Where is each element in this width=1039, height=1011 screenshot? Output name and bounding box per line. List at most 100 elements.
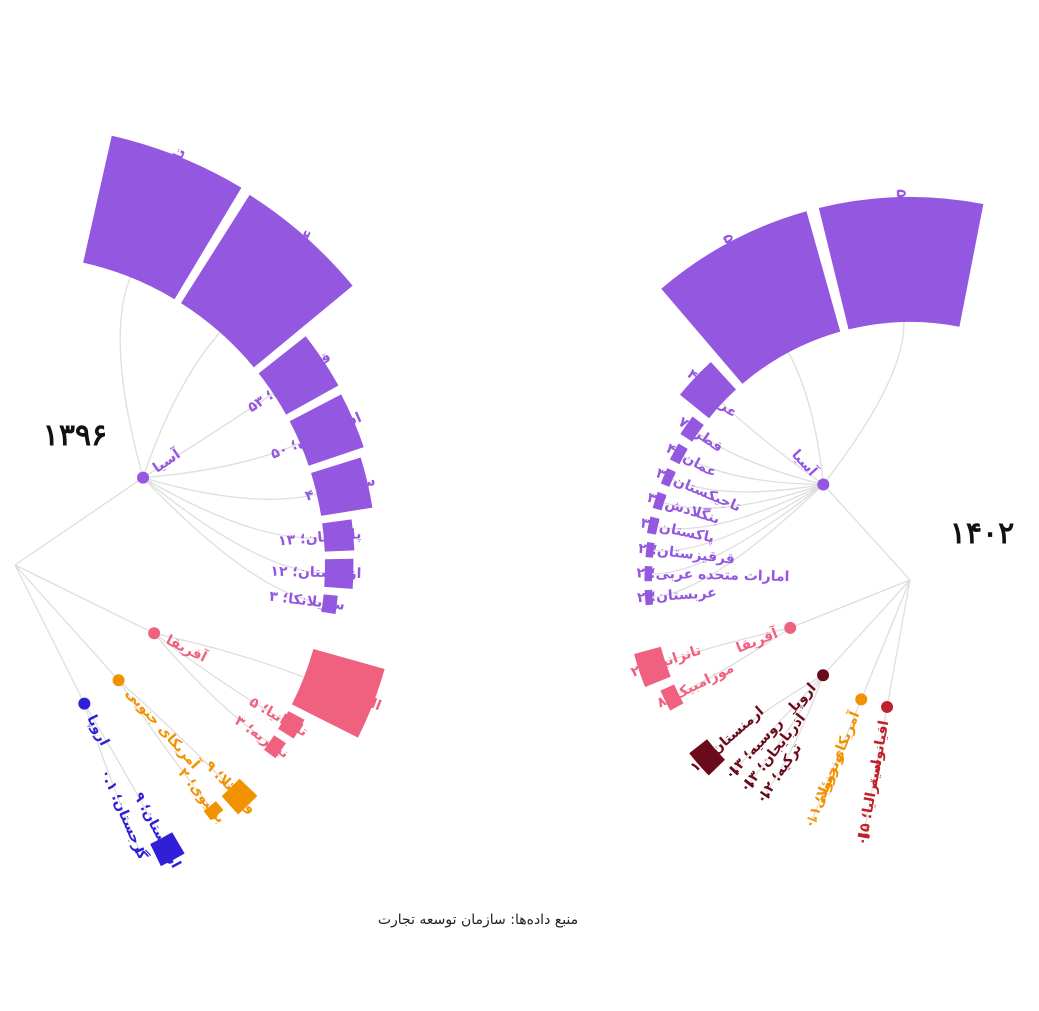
branch-link (683, 455, 824, 486)
group-label: آمریکای جنوبی (808, 708, 864, 811)
links (14, 276, 911, 850)
bar (818, 196, 984, 330)
branch-link (663, 483, 824, 509)
group-node (817, 669, 830, 682)
group-label: اروپا (83, 713, 112, 749)
group-label: آفریقا (733, 623, 781, 656)
branch-link (142, 477, 325, 574)
bar (729, 765, 740, 776)
bar (646, 516, 660, 535)
branch-link (153, 632, 270, 744)
branch-link (652, 483, 824, 598)
group-label: اقیانوسیه (865, 719, 893, 788)
bar (180, 194, 353, 368)
bar (679, 361, 736, 419)
bar (311, 457, 373, 516)
branch-link (153, 632, 305, 678)
trunk-link (886, 579, 911, 708)
group-node (881, 700, 894, 713)
branch-link (142, 392, 274, 479)
bar (321, 594, 338, 615)
branch-link (657, 483, 824, 530)
trunk-link (860, 579, 911, 700)
bar (669, 443, 688, 465)
bar (291, 648, 385, 738)
branch-link (653, 483, 824, 552)
bar (807, 816, 818, 823)
bar (689, 739, 725, 776)
bar (652, 491, 667, 511)
branch-link (863, 706, 888, 834)
branch-link (142, 331, 221, 478)
bar (263, 735, 286, 759)
branch-link (83, 703, 140, 850)
item-label: پاکستان؛ ۱۳ (278, 526, 362, 549)
bar (221, 778, 258, 815)
branch-link (118, 679, 232, 789)
branch-link (119, 276, 144, 478)
branch-link (678, 627, 791, 695)
bar (644, 589, 654, 606)
group-node (148, 627, 161, 640)
trunk-link (14, 564, 155, 634)
item-label: ترکمنستان؛ ۵۵۰ (893, 189, 912, 300)
item-label: ازبکستان؛ ۱۲ (270, 564, 361, 582)
year-title: ۱۴۰۲ (950, 516, 1014, 551)
bar (324, 558, 354, 589)
branch-link (721, 402, 824, 485)
trunk-link (789, 579, 911, 629)
branch-link (822, 322, 905, 485)
group-node (817, 478, 830, 491)
bar (743, 778, 755, 789)
group-label: آسیا (149, 444, 185, 476)
branch-link (734, 674, 824, 771)
bar (645, 542, 655, 558)
branch-link (715, 674, 824, 751)
bar (661, 211, 841, 384)
trunk-link (822, 484, 911, 581)
bar (278, 711, 305, 739)
group-node (784, 621, 797, 634)
branch-link (697, 432, 824, 486)
bar (644, 565, 653, 582)
group-label: آمریکای جنوبی (122, 684, 205, 773)
branch-link (765, 675, 824, 795)
trunk-link (822, 579, 911, 676)
bar (203, 801, 224, 821)
trunk-link (14, 477, 144, 566)
bar (258, 336, 339, 415)
year-title: ۱۳۹۶ (43, 418, 107, 453)
branch-link (142, 442, 301, 479)
trunk-link (14, 564, 85, 704)
branch-link (142, 477, 323, 604)
branch-link (665, 627, 791, 663)
bar (134, 847, 145, 854)
bar (150, 832, 185, 867)
bar (660, 684, 684, 711)
branch-link (118, 679, 211, 807)
item-label: سریلانکا؛ ۳ (268, 589, 345, 614)
bar (322, 519, 355, 552)
group-node (78, 697, 91, 710)
group-node (855, 693, 868, 706)
group-label: آفریقا (163, 630, 211, 666)
bar (660, 468, 676, 487)
branch-link (787, 352, 824, 485)
branch-link (83, 703, 162, 839)
group-node (137, 471, 150, 484)
branch-link (811, 699, 862, 820)
bar (680, 416, 704, 442)
bar (83, 135, 242, 300)
trunk-link (14, 564, 120, 681)
group-label: آسیا (788, 445, 822, 480)
bar (634, 646, 671, 687)
branch-link (142, 477, 324, 539)
bar (857, 832, 870, 839)
branch-link (672, 478, 824, 493)
branch-link (142, 477, 317, 500)
branch-link (749, 674, 824, 783)
bar (289, 394, 364, 466)
bar (759, 790, 770, 799)
